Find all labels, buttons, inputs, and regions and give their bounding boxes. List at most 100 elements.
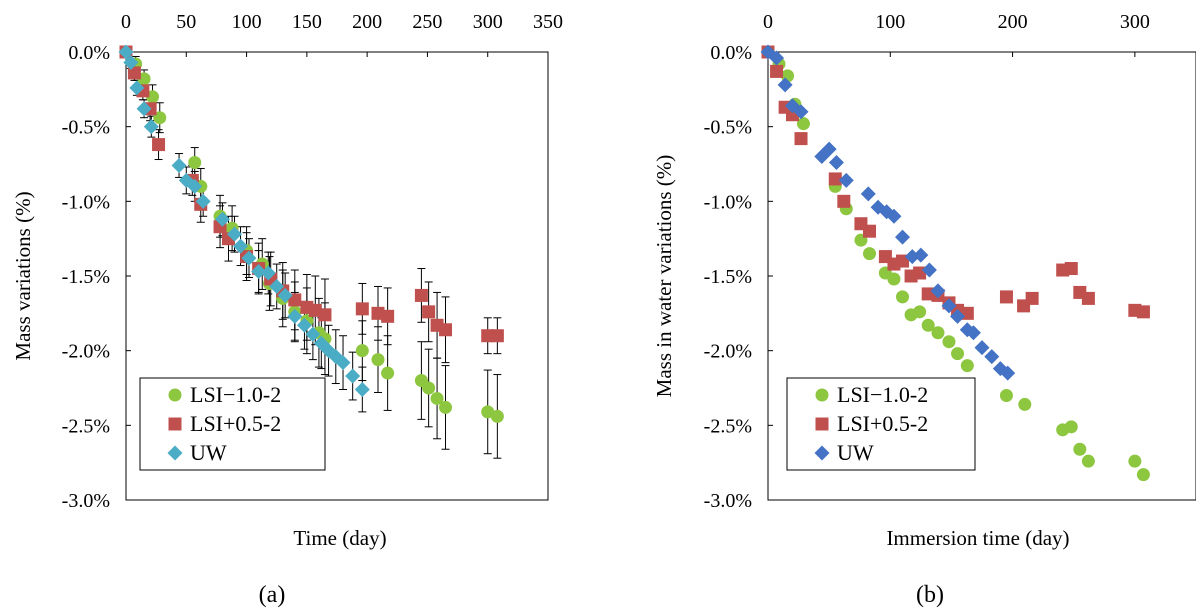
chart-2-series-2-point [1025,291,1039,305]
chart-1-y-tick-label: -2.0% [62,341,110,363]
chart-1-y-tick-label: -2.5% [62,415,110,437]
chart-1-y-tick-label: 0.0% [68,42,110,64]
chart-2-series-3-point [777,77,793,93]
chart-1-series-2-point [422,305,436,319]
chart-1-series-1-point [481,405,495,419]
chart-1-series-3-point [171,157,187,173]
chart-2-series-1-point [931,326,945,340]
chart-2-series-2-point [1081,291,1095,305]
chart-2-x-tick-label: 200 [998,11,1028,33]
chart-2-series-1-point [862,247,876,261]
chart-2-series-2-point [828,172,842,186]
chart-1-series-1 [119,45,504,423]
chart-2-series-1-point [999,388,1013,402]
chart-2-series-2-point [1136,305,1150,319]
chart-1-y-tick-label: -0.5% [62,117,110,139]
chart-2-series-3-point [974,340,990,356]
chart-1-x-tick-label: 350 [533,11,563,33]
chart-1-series-3 [118,44,370,397]
chart-1-x-tick-label: 0 [121,11,131,33]
chart-2-series-1-point [796,117,810,131]
chart-1-series-1-point [490,409,504,423]
chart-1-x-tick-label: 300 [473,11,503,33]
chart-2-series-1-point [913,305,927,319]
chart-2-series-3-point [769,50,785,66]
chart-2-y-tick-label: 0.0% [710,42,752,64]
chart-2-y-tick-label: -1.5% [704,266,752,288]
chart-1-series-3-point [136,101,152,117]
chart-1-x-tick-label: 50 [176,11,196,33]
chart-1-series-2-point [288,293,302,307]
chart-2-series-3-point [913,247,929,263]
chart-2-legend-label: LSI+0.5-2 [837,411,928,436]
chart-1-x-axis-title: Time (day) [293,526,386,550]
chart-1-series-3-point [260,265,276,281]
chart-2-series-1-point [1064,420,1078,434]
chart-1-series-2-point [490,329,504,343]
chart-1-series-3-point [227,226,243,242]
chart-2-series-3-point [886,208,902,224]
chart-2-series-2-point [770,64,784,78]
chart-2-series-3-point [950,308,966,324]
chart-2-panel: 0 100 200 300 0.0% -0.5% -1.0% -1.5% -2.0% -2.5% -… [652,11,1196,608]
chart-1-legend-label: LSI+0.5-2 [190,411,281,436]
chart-1-series-2-point [355,302,369,316]
chart-2-series-3-point [860,186,876,202]
chart-2-legend-marker [815,417,829,431]
chart-2-legend-label: UW [837,440,874,465]
chart-1-series-3-point [296,317,312,333]
chart-1-series-3-point [195,193,211,209]
chart-1-series-1-point [188,156,202,170]
chart-1-legend-marker [168,417,182,431]
chart-1-series-3-point [214,211,230,227]
chart-1-series-1-point [430,391,444,405]
chart-2-y-tick-label: -2.5% [704,415,752,437]
chart-1-series-3-point [187,178,203,194]
chart-1-series-2-point [381,309,395,323]
chart-2-x-axis-title: Immersion time (day) [886,526,1069,550]
chart-2-series-1-point [1128,454,1142,468]
chart-1-series-1-point [422,381,436,395]
chart-1-x-tick-label: 150 [292,11,322,33]
chart-2-series-2-point [896,254,910,268]
chart-2-series-1-point [951,347,965,361]
chart-1-series-3-point [269,278,285,294]
chart-2-series-1-point [1081,454,1095,468]
chart-1-y-tick-label: -1.5% [62,266,110,288]
chart-1-legend: LSI−1.0-2 LSI+0.5-2 UW [139,377,326,471]
chart-2-series-1-point [1136,468,1150,482]
chart-1-series-3-point [277,287,293,303]
chart-2-series-1-point [1073,442,1087,456]
chart-2-y-tick-label: -2.0% [704,341,752,363]
chart-1-series-3-point [335,355,351,371]
chart-2-series-1-point [896,290,910,304]
chart-1-series-3-point [241,250,257,266]
chart-2-y-tick-label: -0.5% [704,117,752,139]
chart-1-y-tick-label: -1.0% [62,191,110,213]
chart-1-panel-label: (a) [259,582,286,608]
chart-2-series-2-point [1064,262,1078,276]
chart-1-series-1-point [381,366,395,380]
chart-2-y-tick-label: -3.0% [704,490,752,512]
chart-2-x-tick-label: 300 [1120,11,1150,33]
chart-2-series-1-point [960,359,974,373]
chart-2-y-tick-label: -1.0% [704,191,752,213]
chart-1-series-3-point [345,368,361,384]
chart-1-series-2-point [152,138,166,152]
chart-1-y-tick-label: -3.0% [62,490,110,512]
chart-1-series-1-point [355,344,369,358]
chart-1-series-1-point [439,400,453,414]
chart-1-series-3-point [143,119,159,135]
chart-2-series-3-point [965,325,981,341]
chart-2-series-3-point [1000,365,1016,381]
chart-2-legend-marker [815,388,829,402]
chart-1-x-tick-label: 200 [352,11,382,33]
chart-2-series-3-point [984,349,1000,365]
chart-1-legend-marker [168,388,182,402]
chart-1-y-axis-title: Mass variations (%) [11,191,35,360]
chart-2-series-2-point [862,224,876,238]
chart-1-series-2-point [414,288,428,302]
chart-2-series-2-point [837,194,851,208]
chart-2-series-3-point [941,298,957,314]
